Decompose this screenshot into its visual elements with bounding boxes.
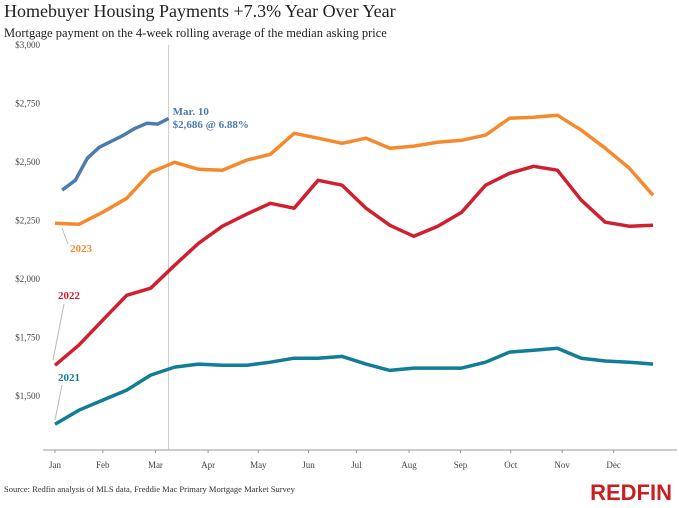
label-leader [54, 384, 63, 421]
x-tick-label: Oct [504, 460, 517, 470]
series-label: 2021 [58, 372, 80, 384]
x-tick-label: Nov [554, 460, 570, 470]
series-label: 2022 [58, 290, 81, 302]
y-tick-label: $3,000 [15, 40, 40, 50]
brand-logo: REDFIN [590, 480, 672, 505]
series-line [61, 116, 170, 192]
annotation: $2,686 @ 6.88% [173, 119, 249, 131]
series-label: 2023 [70, 243, 93, 255]
x-tick-label: Mar [148, 460, 163, 470]
y-tick-label: $2,000 [15, 274, 40, 284]
y-tick-label: $2,250 [15, 216, 40, 226]
annotation: Mar. 10 [173, 106, 210, 118]
x-tick-label: Apr [201, 460, 215, 470]
y-tick-label: $2,500 [15, 157, 40, 167]
series-line [54, 113, 655, 227]
label-leader [61, 227, 69, 245]
label-leader [52, 303, 65, 361]
y-tick-label: $1,750 [15, 333, 40, 343]
x-tick-label: Jan [49, 460, 61, 470]
x-tick-label: Jul [351, 460, 362, 470]
y-tick-label: $1,500 [15, 391, 40, 401]
y-tick-label: $2,750 [15, 99, 40, 109]
x-tick-label: Jun [302, 460, 315, 470]
source-note: Source: Redfin analysis of MLS data, Fre… [4, 484, 296, 494]
series-line [53, 164, 654, 367]
chart-title: Homebuyer Housing Payments +7.3% Year Ov… [4, 1, 396, 21]
x-tick-label: Dec [606, 460, 621, 470]
x-tick-label: Aug [401, 460, 417, 470]
chart-subtitle: Mortgage payment on the 4-week rolling a… [4, 26, 387, 40]
x-tick-label: Feb [96, 460, 110, 470]
series-line [54, 346, 654, 426]
x-tick-label: Sep [454, 460, 468, 470]
x-tick-label: May [250, 460, 267, 470]
